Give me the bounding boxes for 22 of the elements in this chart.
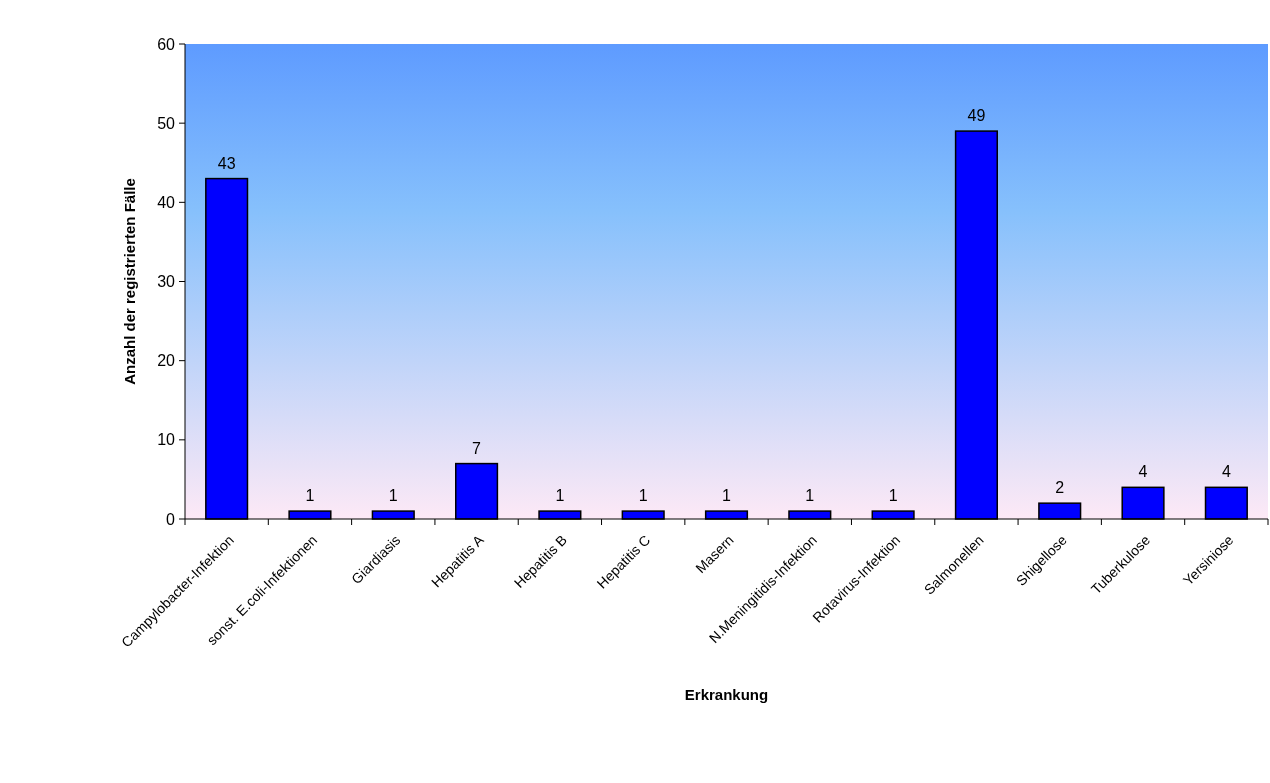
y-tick-label: 0 — [166, 510, 176, 528]
y-axis-title: Anzahl der registrierten Fälle — [121, 178, 138, 385]
data-label: 1 — [555, 487, 565, 505]
data-label: 2 — [1055, 479, 1065, 497]
y-tick-label: 10 — [157, 431, 176, 449]
data-label: 4 — [1221, 463, 1231, 481]
y-tick-label: 20 — [157, 352, 176, 370]
y-tick-label: 30 — [157, 273, 176, 291]
y-tick-label: 40 — [157, 193, 176, 211]
y-tick-label: 50 — [157, 114, 176, 132]
data-label: 1 — [805, 487, 815, 505]
data-label: 7 — [472, 439, 482, 457]
y-tick-label: 60 — [157, 35, 176, 53]
data-label: 43 — [217, 154, 236, 172]
data-label: 4 — [1138, 463, 1148, 481]
data-label: 1 — [722, 487, 732, 505]
data-label: 49 — [967, 107, 986, 125]
x-axis-title: Erkrankung — [684, 686, 769, 703]
data-label: 1 — [388, 487, 398, 505]
data-label: 1 — [638, 487, 648, 505]
data-label: 1 — [305, 487, 315, 505]
data-label: 1 — [888, 487, 898, 505]
